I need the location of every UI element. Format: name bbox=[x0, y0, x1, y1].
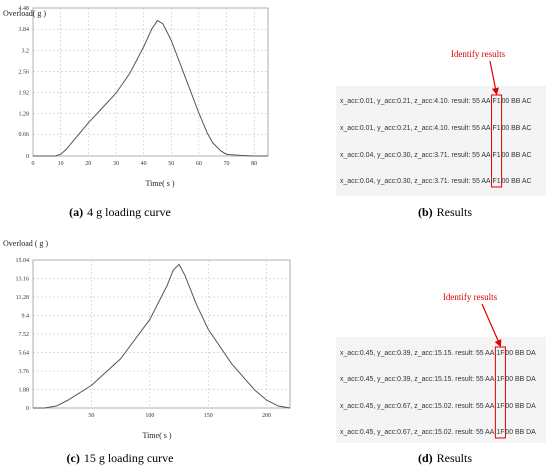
x-tick-label: 200 bbox=[262, 413, 271, 419]
result-prefix: x_acc:0.45, y_acc:0.39, z_acc:15.15. res… bbox=[340, 376, 495, 383]
result-code: F1 bbox=[493, 125, 501, 132]
caption: (a) 4 g loading curve bbox=[69, 205, 171, 219]
x-tick-label: 10 bbox=[58, 161, 64, 167]
result-code: 1F bbox=[496, 376, 504, 383]
y-tick-label: 5.64 bbox=[19, 351, 30, 357]
result-code: F1 bbox=[493, 178, 501, 185]
data-line bbox=[33, 19, 268, 157]
y-tick-label: 13.16 bbox=[16, 277, 30, 283]
x-axis-title: Time( s ) bbox=[142, 431, 171, 440]
caption-label: (b) bbox=[418, 205, 433, 219]
data-line bbox=[33, 263, 291, 409]
result-code: F1 bbox=[493, 152, 501, 159]
annotation: Identify results bbox=[451, 49, 506, 59]
result-code: F1 bbox=[493, 98, 501, 105]
arrow bbox=[481, 303, 502, 348]
y-tick-label: 0.66 bbox=[19, 132, 30, 138]
caption-label: (a) bbox=[69, 205, 83, 219]
x-tick-label: 50 bbox=[88, 413, 94, 419]
y-tick-label: 3.76 bbox=[19, 369, 30, 375]
x-tick-label: 40 bbox=[141, 161, 147, 167]
arrow bbox=[489, 60, 499, 96]
y-tick-label: 0 bbox=[26, 406, 29, 412]
x-tick-label: 60 bbox=[196, 161, 202, 167]
y-tick-label: 15.04 bbox=[16, 258, 30, 264]
result-suffix: 00 BB DA bbox=[505, 376, 536, 383]
result-prefix: x_acc:0.01, y_acc:0.21, z_acc:4.10. resu… bbox=[340, 98, 491, 105]
result-suffix: 00 BB AC bbox=[502, 125, 532, 132]
x-tick-label: 80 bbox=[251, 161, 257, 167]
y-tick-label: 2.56 bbox=[19, 69, 30, 75]
result-code: 1F bbox=[496, 350, 504, 357]
x-tick-label: 50 bbox=[168, 161, 174, 167]
caption-text: 15 g loading curve bbox=[84, 451, 174, 465]
y-axis-title: Overload ( g ) bbox=[3, 239, 48, 248]
caption: (d) Results bbox=[418, 451, 472, 465]
y-tick-label: 4.48 bbox=[19, 6, 30, 12]
result-prefix: x_acc:0.01, y_acc:0.21, z_acc:4.10. resu… bbox=[340, 125, 491, 132]
x-tick-label: 30 bbox=[113, 161, 119, 167]
y-tick-label: 9.4 bbox=[22, 314, 30, 320]
result-prefix: x_acc:0.45, y_acc:0.67, z_acc:15.02. res… bbox=[340, 429, 495, 436]
caption: (b) Results bbox=[418, 205, 472, 219]
caption-label: (d) bbox=[418, 451, 433, 465]
result-suffix: 00 BB AC bbox=[502, 152, 532, 159]
result-prefix: x_acc:0.45, y_acc:0.67, z_acc:15.02. res… bbox=[340, 403, 495, 410]
result-suffix: 00 BB DA bbox=[505, 429, 536, 436]
panel-bg bbox=[336, 86, 546, 196]
result-code: 1F bbox=[496, 403, 504, 410]
y-tick-label: 11.28 bbox=[16, 295, 29, 301]
caption-text: 4 g loading curve bbox=[87, 205, 171, 219]
result-code: 1F bbox=[496, 429, 504, 436]
x-tick-label: 20 bbox=[85, 161, 91, 167]
y-tick-label: 1.92 bbox=[19, 91, 30, 97]
y-tick-label: 0 bbox=[26, 154, 29, 160]
y-tick-label: 1.88 bbox=[19, 388, 30, 394]
result-prefix: x_acc:0.45, y_acc:0.39, z_acc:15.15. res… bbox=[340, 350, 495, 357]
caption: (c) 15 g loading curve bbox=[67, 451, 174, 465]
x-tick-label: 70 bbox=[224, 161, 230, 167]
result-suffix: 00 BB DA bbox=[505, 350, 536, 357]
x-tick-label: 150 bbox=[204, 413, 213, 419]
result-prefix: x_acc:0.04, y_acc:0.30, z_acc:3.71. resu… bbox=[340, 152, 491, 159]
x-axis-title: Time( s ) bbox=[145, 179, 174, 188]
plot-area bbox=[32, 7, 269, 157]
caption-text: Results bbox=[437, 451, 473, 465]
annotation: Identify results bbox=[443, 292, 498, 302]
result-prefix: x_acc:0.04, y_acc:0.30, z_acc:3.71. resu… bbox=[340, 178, 491, 185]
result-suffix: 00 BB DA bbox=[505, 403, 536, 410]
y-axis-title: Overload( g ) bbox=[3, 9, 46, 18]
y-tick-label: 3.84 bbox=[19, 27, 30, 33]
y-tick-label: 7.52 bbox=[19, 332, 30, 338]
caption-text: Results bbox=[437, 205, 473, 219]
x-tick-label: 100 bbox=[145, 413, 154, 419]
panel-bg bbox=[336, 337, 546, 443]
x-tick-label: 0 bbox=[32, 161, 35, 167]
result-suffix: 00 BB AC bbox=[502, 98, 532, 105]
result-suffix: 00 BB AC bbox=[502, 178, 532, 185]
y-tick-label: 3.2 bbox=[22, 48, 30, 54]
y-tick-label: 1.28 bbox=[19, 112, 30, 118]
caption-label: (c) bbox=[67, 451, 80, 465]
